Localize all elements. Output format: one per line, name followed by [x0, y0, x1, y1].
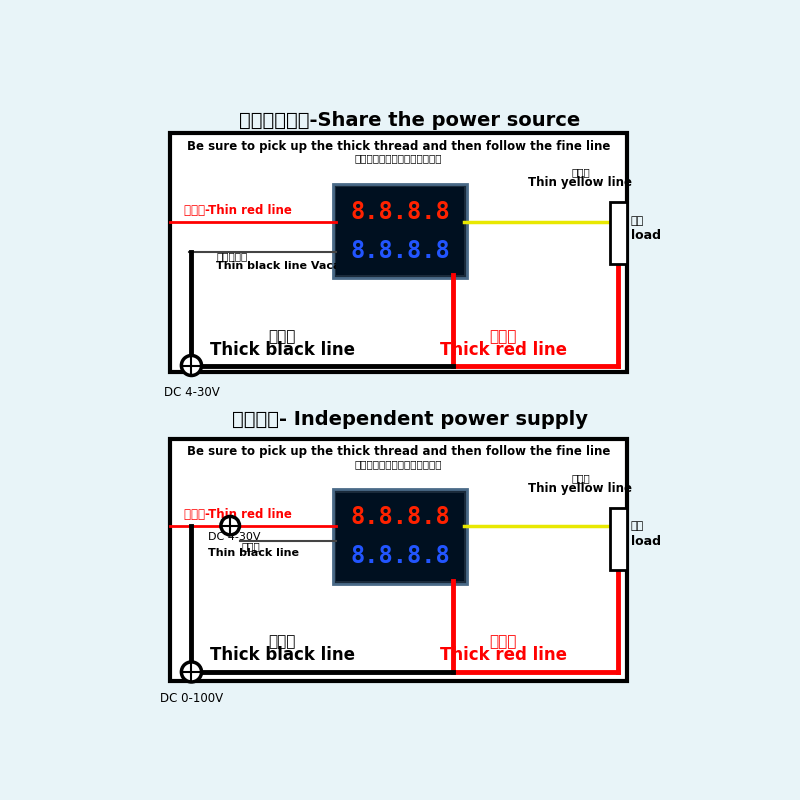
Text: DC 4-30V: DC 4-30V: [163, 386, 219, 398]
Bar: [170, 133, 627, 372]
Text: DC 4-30V: DC 4-30V: [209, 531, 261, 542]
Text: 细黑线悬空: 细黑线悬空: [216, 251, 247, 262]
Text: 粗红线: 粗红线: [490, 634, 517, 650]
Text: Thin yellow line: Thin yellow line: [529, 176, 633, 189]
Bar: [610, 508, 627, 570]
Text: 负载: 负载: [631, 522, 644, 531]
Bar: [336, 493, 464, 581]
Text: 粗黑线: 粗黑线: [269, 329, 296, 344]
Circle shape: [221, 517, 239, 535]
Bar: [336, 187, 464, 275]
Text: DC 0-100V: DC 0-100V: [160, 692, 223, 705]
Text: Thin yellow line: Thin yellow line: [529, 482, 633, 494]
Text: 细黄线: 细黄线: [571, 473, 590, 483]
Text: 8.8.8.8: 8.8.8.8: [350, 238, 450, 262]
Circle shape: [182, 662, 202, 682]
Text: 细红线-Thin red line: 细红线-Thin red line: [184, 508, 291, 522]
Text: 请务必先接好粗线后，再接细线: 请务必先接好粗线后，再接细线: [354, 154, 442, 163]
Text: 8.8.8.8: 8.8.8.8: [350, 506, 450, 530]
Text: Thin black line: Thin black line: [209, 549, 299, 558]
Text: 细黑线: 细黑线: [242, 541, 261, 550]
Text: Be sure to pick up the thick thread and then follow the fine line: Be sure to pick up the thick thread and …: [186, 446, 610, 458]
Circle shape: [182, 355, 202, 375]
Text: Thin black line Vacant: Thin black line Vacant: [216, 262, 354, 271]
Text: 粗黑线: 粗黑线: [269, 634, 296, 650]
Text: 细黄线: 细黄线: [571, 167, 590, 178]
Text: 独立供电- Independent power supply: 独立供电- Independent power supply: [232, 410, 588, 429]
Text: 共用被测电源-Share the power source: 共用被测电源-Share the power source: [239, 111, 581, 130]
Bar: [610, 202, 627, 264]
Text: Thick black line: Thick black line: [210, 646, 354, 665]
Text: 细红线-Thin red line: 细红线-Thin red line: [184, 204, 291, 218]
Bar: [334, 184, 467, 278]
Text: Thick red line: Thick red line: [439, 646, 566, 665]
Bar: [334, 490, 467, 584]
Text: 负载: 负载: [631, 216, 644, 226]
Text: 粗红线: 粗红线: [490, 329, 517, 344]
Text: load: load: [631, 535, 661, 548]
Text: 8.8.8.8: 8.8.8.8: [350, 200, 450, 224]
Text: Thick black line: Thick black line: [210, 341, 354, 358]
Text: 8.8.8.8: 8.8.8.8: [350, 544, 450, 568]
Bar: [170, 438, 627, 682]
Text: load: load: [631, 230, 661, 242]
Text: Be sure to pick up the thick thread and then follow the fine line: Be sure to pick up the thick thread and …: [186, 139, 610, 153]
Text: 请务必先接好粗线后，再接细线: 请务必先接好粗线后，再接细线: [354, 459, 442, 469]
Text: Thick red line: Thick red line: [439, 341, 566, 358]
